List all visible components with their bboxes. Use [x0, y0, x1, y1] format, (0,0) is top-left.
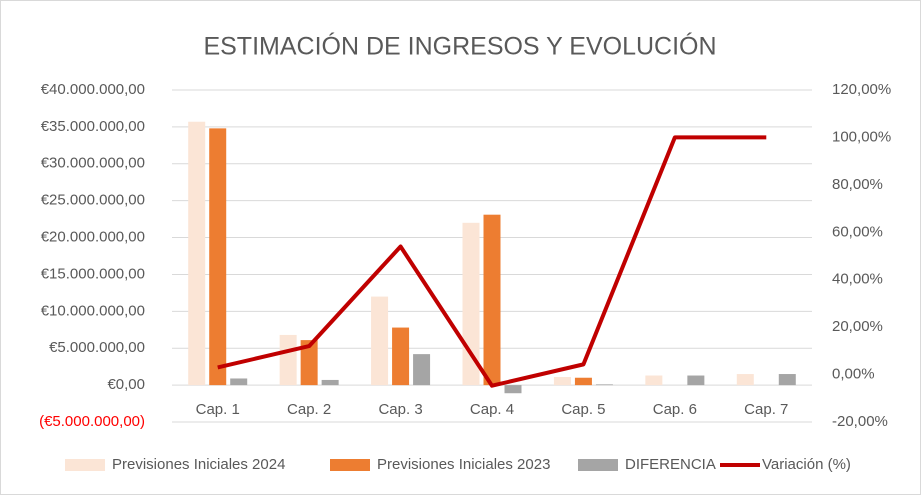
x-tick-label: Cap. 5 [561, 401, 605, 418]
y2-tick-label: 80,00% [832, 176, 883, 193]
bar [321, 379, 339, 386]
bar [371, 296, 389, 386]
legend-label: Previsiones Iniciales 2023 [377, 456, 550, 473]
bar [595, 384, 613, 386]
x-tick-label: Cap. 1 [196, 401, 240, 418]
y-tick-label: €25.000.000,00 [41, 192, 145, 209]
y2-tick-label: 100,00% [832, 128, 891, 145]
bar [553, 376, 571, 386]
y-tick-label: €0,00 [107, 376, 145, 393]
y2-tick-label: 60,00% [832, 223, 883, 240]
chart-title: ESTIMACIÓN DE INGRESOS Y EVOLUCIÓN [203, 32, 716, 61]
y-tick-label: €10.000.000,00 [41, 302, 145, 319]
y2-tick-label: -20,00% [832, 413, 888, 430]
legend-label: Previsiones Iniciales 2024 [112, 456, 285, 473]
y2-tick-label: 120,00% [832, 81, 891, 98]
y-tick-label: €30.000.000,00 [41, 155, 145, 172]
bar [483, 214, 501, 386]
y-tick-label: €35.000.000,00 [41, 118, 145, 135]
y-tick-label: €15.000.000,00 [41, 265, 145, 282]
legend-swatch [578, 459, 618, 471]
legend-label: DIFERENCIA [625, 456, 716, 473]
legend-swatch [330, 459, 370, 471]
y2-tick-label: 40,00% [832, 271, 883, 288]
y-tick-label: €5.000.000,00 [49, 339, 145, 356]
x-tick-label: Cap. 4 [470, 401, 514, 418]
bar [188, 121, 206, 386]
y-tick-label: €40.000.000,00 [41, 81, 145, 98]
bar [778, 374, 796, 386]
line-series [217, 135, 767, 388]
bar [413, 354, 431, 386]
bar [279, 334, 297, 386]
bar [300, 340, 318, 386]
bar [574, 377, 592, 386]
legend-swatch [65, 459, 105, 471]
bar [230, 378, 248, 386]
bar [504, 385, 522, 394]
bar [687, 375, 705, 386]
bar [209, 128, 227, 386]
y-tick-label: €20.000.000,00 [41, 229, 145, 246]
y-tick-label: (€5.000.000,00) [39, 413, 145, 430]
x-tick-label: Cap. 2 [287, 401, 331, 418]
x-tick-label: Cap. 6 [653, 401, 697, 418]
legend-label: Variación (%) [762, 456, 851, 473]
bar [392, 327, 410, 386]
bar [645, 375, 663, 386]
y2-tick-label: 0,00% [832, 366, 875, 383]
x-tick-label: Cap. 3 [378, 401, 422, 418]
y2-tick-label: 20,00% [832, 318, 883, 335]
bar [736, 374, 754, 386]
x-tick-label: Cap. 7 [744, 401, 788, 418]
